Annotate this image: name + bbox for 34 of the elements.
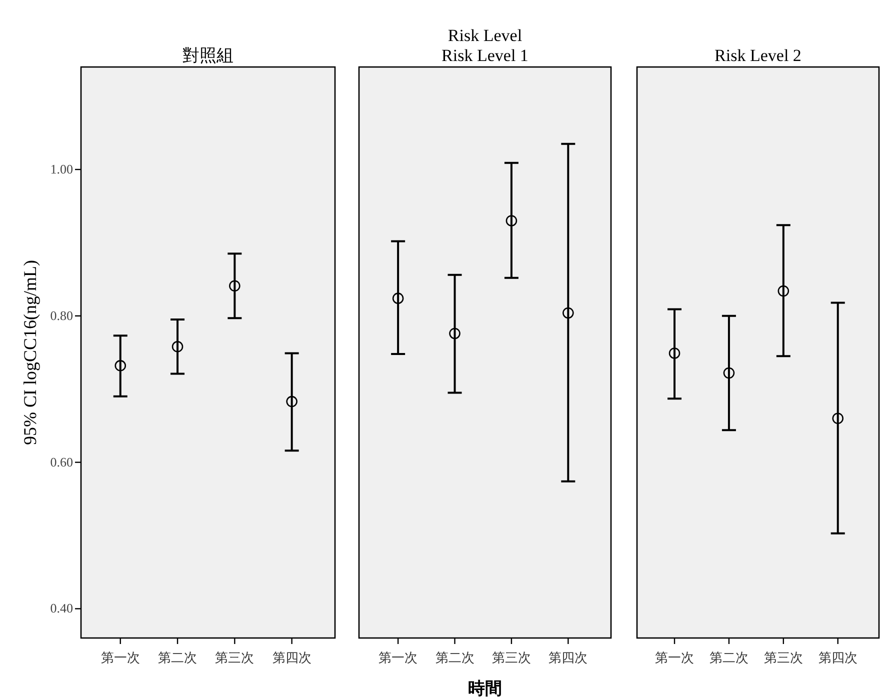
point	[449, 328, 460, 340]
x-tick-label: 第一次	[655, 650, 694, 665]
point	[506, 215, 518, 226]
point	[723, 367, 735, 379]
x-tick-label: 第三次	[492, 650, 531, 665]
point	[286, 396, 298, 408]
point	[229, 280, 240, 292]
x-tick-label: 第二次	[158, 650, 198, 665]
point	[668, 348, 680, 359]
text: Risk Level	[448, 26, 522, 45]
y-tick-label: 1.00	[50, 161, 73, 176]
chart-title: Risk Level 2	[714, 46, 802, 65]
point	[562, 307, 574, 319]
chart-title: Risk Level 1	[442, 46, 528, 65]
x-tick-label: 第三次	[215, 650, 254, 665]
y-axis-title: 95% CI logCC16(ng/mL)	[20, 260, 40, 445]
y-tick-label: 0.60	[50, 454, 73, 470]
x-tick-label: 第一次	[100, 650, 140, 665]
x-tick-label: 第四次	[548, 650, 588, 665]
x-tick-label: 第四次	[272, 650, 312, 665]
chart-title: 對照組	[182, 46, 234, 65]
x-tick-label: 第四次	[818, 650, 858, 665]
y-tick-label: 0.80	[50, 308, 73, 323]
x-tick-label: 第一次	[378, 650, 418, 665]
y-tick-label: 0.40	[50, 600, 73, 616]
point	[832, 412, 844, 424]
x-tick-label: 第二次	[709, 650, 748, 665]
x-axis-title: 時間	[468, 679, 502, 698]
point	[114, 360, 126, 372]
point	[392, 292, 404, 304]
point	[778, 285, 790, 297]
x-tick-label: 第三次	[764, 650, 803, 665]
x-tick-label: 第二次	[435, 650, 474, 665]
point	[172, 340, 184, 352]
